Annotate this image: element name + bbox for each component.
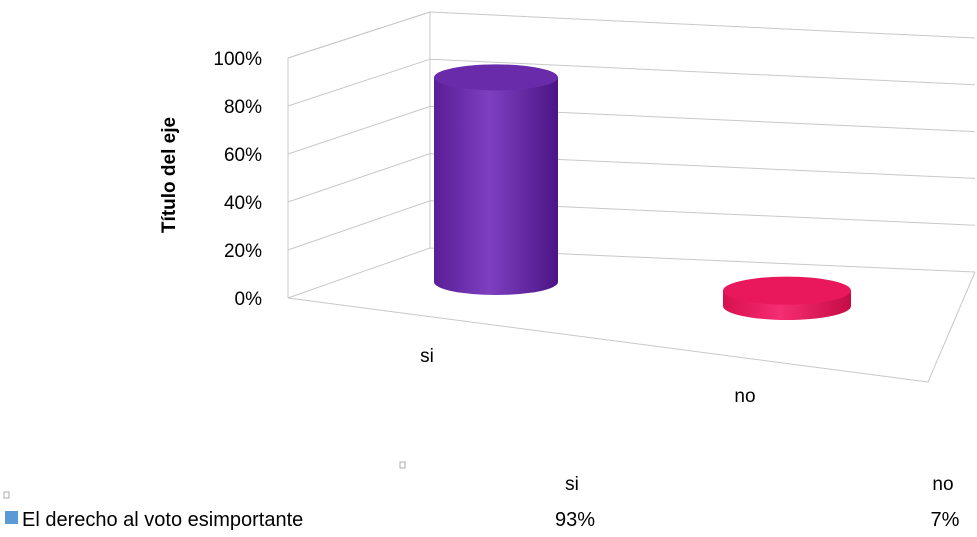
legend-key [5, 511, 18, 524]
floor-front-edge [287, 297, 929, 383]
y-tick-label: 0% [235, 289, 263, 310]
legend-series-label: El derecho al voto esimportante [22, 509, 303, 531]
data-table: si no El derecho al voto esimportante 93… [3, 461, 960, 531]
y-axis-title: Título del eje [159, 117, 180, 233]
legend-marker-small-1 [399, 461, 406, 469]
table-value-no: 7% [931, 509, 960, 531]
gridline [287, 247, 976, 299]
gridline [287, 58, 976, 107]
gridline [287, 153, 976, 203]
table-header-si: si [565, 474, 579, 495]
y-tick-label: 100% [213, 49, 262, 70]
gridline [287, 105, 976, 155]
y-tick-label: 40% [224, 193, 262, 214]
chart-walls [287, 11, 976, 383]
bars [434, 64, 851, 320]
legend-marker-small-2 [3, 491, 10, 499]
x-category-labels: si no [420, 346, 755, 407]
y-tick-labels: 0% 20% 40% 60% 80% 100% [213, 49, 262, 310]
gridline [287, 11, 976, 59]
y-tick-label: 20% [224, 241, 262, 262]
x-category-label: no [734, 386, 755, 407]
x-category-label: si [420, 346, 434, 367]
table-value-si: 93% [555, 509, 595, 531]
bar-si-top [434, 64, 558, 91]
bar-no-top [723, 276, 851, 305]
floor-right-edge [927, 271, 976, 383]
y-tick-label: 80% [224, 97, 262, 118]
bar-si-body [434, 77, 558, 296]
y-tick-label: 60% [224, 145, 262, 166]
table-header-no: no [932, 474, 953, 495]
gridline [287, 200, 976, 251]
